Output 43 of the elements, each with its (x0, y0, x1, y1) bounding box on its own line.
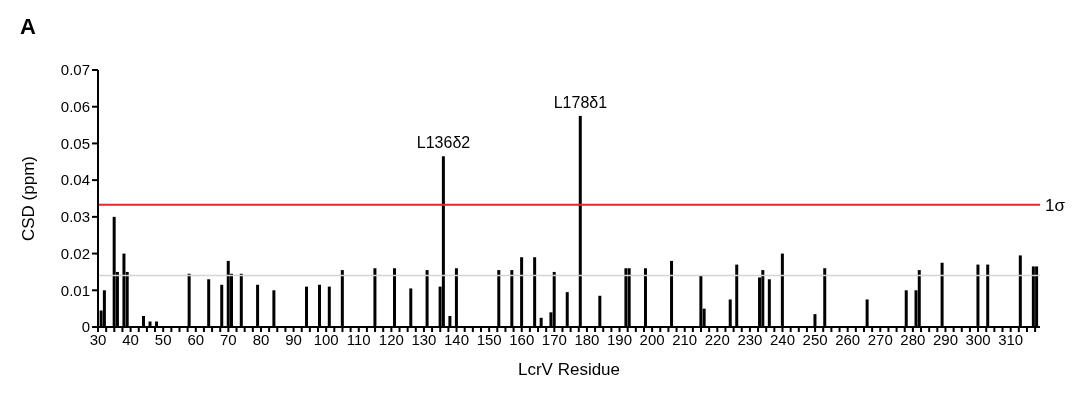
y-tick-label: 0.04 (60, 171, 90, 189)
x-tick-label: 170 (541, 330, 567, 348)
x-tick-label: 270 (867, 330, 893, 348)
x-tick-label: 250 (802, 330, 828, 348)
x-tick-label: 110 (346, 330, 371, 348)
y-tick-label: 0.07 (60, 61, 90, 79)
x-tick-label: 240 (769, 330, 796, 348)
x-tick-label: 290 (932, 330, 958, 348)
x-tick-label: 100 (313, 330, 339, 348)
x-tick-label: 160 (509, 330, 535, 348)
x-tick-label: 190 (607, 330, 633, 348)
y-tick-label: 0.05 (60, 134, 90, 152)
x-tick-label: 40 (122, 330, 139, 348)
y-tick-label: 0 (81, 318, 90, 336)
x-tick-label: 150 (476, 330, 502, 348)
x-tick-label: 220 (704, 330, 730, 348)
annotation: L136δ2 (416, 134, 471, 152)
x-tick-label: 310 (998, 330, 1024, 348)
x-tick-label: 280 (900, 330, 926, 348)
y-tick-label: 0.06 (60, 98, 90, 116)
chart-title: A (20, 14, 36, 40)
x-tick-label: 60 (187, 330, 205, 348)
y-tick-label: 0.03 (60, 208, 90, 226)
x-tick-label: 210 (672, 330, 698, 348)
x-tick-label: 260 (835, 330, 861, 348)
x-axis-title: LcrV Residue (517, 360, 621, 379)
x-tick-label: 30 (89, 330, 107, 348)
annotation: L178δ1 (553, 93, 608, 111)
x-tick-label: 180 (574, 330, 600, 348)
x-tick-label: 300 (965, 330, 991, 348)
y-axis-title: CSD (ppm) (19, 155, 39, 242)
x-tick-label: 80 (252, 330, 270, 348)
x-tick-label: 90 (285, 330, 302, 348)
y-tick-label: 0.02 (60, 244, 90, 262)
x-tick-label: 70 (220, 330, 237, 348)
x-tick-label: 230 (737, 330, 763, 348)
x-tick-label: 200 (639, 330, 665, 348)
x-tick-label: 130 (411, 330, 437, 348)
x-tick-label: 50 (154, 330, 172, 348)
x-tick-label: 140 (444, 330, 470, 348)
y-tick-label: 0.01 (60, 281, 90, 299)
ref-line-label: 1σ (1045, 195, 1066, 215)
x-tick-label: 120 (378, 330, 404, 348)
